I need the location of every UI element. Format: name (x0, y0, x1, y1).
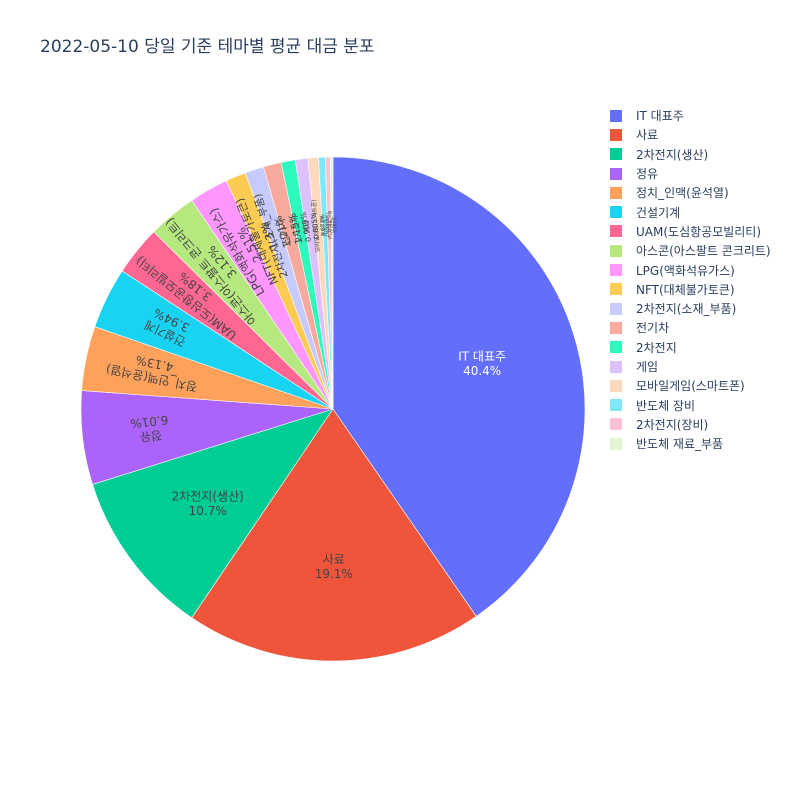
legend-label: 2차전지(소재_부품) (636, 302, 737, 317)
legend-label: 건설기계 (636, 205, 681, 220)
legend-item[interactable]: 반도체 장비 (610, 395, 771, 414)
legend-item[interactable]: 2차전지 (610, 338, 771, 357)
legend-item[interactable]: UAM(도심항공모빌리티) (610, 222, 771, 241)
slice-label-value: 0.162% (332, 217, 337, 232)
legend-item[interactable]: LPG(액화석유가스) (610, 260, 771, 279)
pie-slice[interactable] (330, 156, 334, 410)
legend-swatch (610, 437, 622, 450)
legend-swatch (610, 341, 622, 354)
legend-item[interactable]: 건설기계 (610, 202, 771, 221)
slice-label-value: 0.672% (320, 213, 328, 236)
slice-label-value: 6.01% (130, 412, 169, 430)
legend-swatch (610, 379, 622, 392)
slice-label-value: 0.323% (329, 217, 334, 233)
slice-label: 반도체 장비 0.435% (319, 215, 331, 235)
legend-item[interactable]: IT 대표주 (610, 106, 771, 125)
legend-item[interactable]: 전기차 (610, 318, 771, 337)
slice-label: 반도체 재료_부품 0.162% (326, 210, 337, 239)
pie-slice[interactable] (92, 408, 334, 619)
legend-label: IT 대표주 (636, 109, 684, 124)
legend-item[interactable]: NFT(대체불가토큰) (610, 280, 771, 299)
legend-swatch (610, 128, 622, 141)
legend-label: 모바일게임(스마트폰) (636, 379, 745, 394)
slice-label-name: 반도체 재료_부품 (326, 210, 332, 239)
slice-label-name: 2차전지 (289, 215, 304, 243)
legend-swatch (610, 321, 622, 334)
legend-swatch (610, 399, 622, 412)
legend-swatch (610, 206, 622, 219)
slice-label-value: 40.4% (463, 364, 501, 378)
slice-label: 게임0.805% (301, 212, 321, 240)
slice-label-value: 0.805% (310, 212, 321, 240)
slice-label: 2차전지(장비) 0.323% (323, 213, 334, 238)
legend-label: 전기차 (636, 321, 670, 336)
legend-item[interactable]: 2차전지(장비) (610, 415, 771, 434)
legend-item[interactable]: 아스콘(아스팔트 콘크리트) (610, 241, 771, 260)
legend-label: NFT(대체불가토큰) (636, 282, 735, 297)
chart-title: 2022-05-10 당일 기준 테마별 평균 대금 분포 (40, 37, 375, 57)
legend-swatch (610, 109, 622, 122)
legend-swatch (610, 244, 622, 257)
legend-label: 2차전지(장비) (636, 417, 709, 432)
legend-item[interactable]: 사료 (610, 125, 771, 144)
legend-item[interactable]: 정치_인맥(윤석열) (610, 183, 771, 202)
pie-slice[interactable] (191, 408, 477, 662)
slice-label-name: IT 대표주 (458, 350, 506, 364)
legend-label: 반도체 장비 (636, 398, 696, 413)
legend-swatch (610, 148, 622, 161)
legend-swatch (610, 418, 622, 431)
legend-swatch (610, 186, 622, 199)
legend-label: 정치_인맥(윤석열) (636, 186, 729, 201)
legend-label: 아스콘(아스팔트 콘크리트) (636, 244, 771, 259)
slice-label-name: 반도체 장비 (319, 215, 326, 235)
legend-swatch (610, 167, 622, 180)
slice-label-name: 2차전지(장비) (323, 213, 329, 238)
legend-item[interactable]: 2차전지(소재_부품) (610, 299, 771, 318)
legend-label: 사료 (636, 128, 659, 143)
legend-item[interactable]: 정유 (610, 164, 771, 183)
legend-label: 2차전지(생산) (636, 147, 709, 162)
legend-swatch (610, 283, 622, 296)
legend-label: 반도체 재료_부품 (636, 437, 724, 452)
legend-label: UAM(도심항공모빌리티) (636, 224, 762, 239)
slice-label: 정유6.01% (130, 412, 169, 444)
legend-label: 2차전지 (636, 340, 677, 355)
legend-swatch (610, 264, 622, 277)
legend-label: 게임 (636, 360, 659, 374)
legend-item[interactable]: 2차전지(생산) (610, 145, 771, 164)
slice-label-name: 2차전지(생산) (172, 490, 244, 504)
slice-label-name: 사료 (323, 552, 345, 566)
legend-item[interactable]: 게임 (610, 357, 771, 376)
pie-slice[interactable] (332, 156, 586, 617)
legend-swatch (610, 302, 622, 315)
slice-label-name: 정유 (139, 428, 163, 444)
slice-label-value: 10.7% (189, 504, 227, 518)
legend-item[interactable]: 모바일게임(스마트폰) (610, 376, 771, 395)
legend-swatch (610, 360, 622, 373)
legend-label: LPG(액화석유가스) (636, 263, 735, 278)
slice-label-value: 19.1% (315, 567, 353, 581)
slice-label-name: 게임 (301, 220, 312, 234)
legend-label: 정유 (636, 167, 659, 182)
legend-swatch (610, 225, 622, 238)
slice-label-value: 0.435% (325, 217, 331, 233)
legend-item[interactable]: 반도체 재료_부품 (610, 434, 771, 453)
slice-label: 2차전지(생산)10.7% (172, 490, 244, 518)
